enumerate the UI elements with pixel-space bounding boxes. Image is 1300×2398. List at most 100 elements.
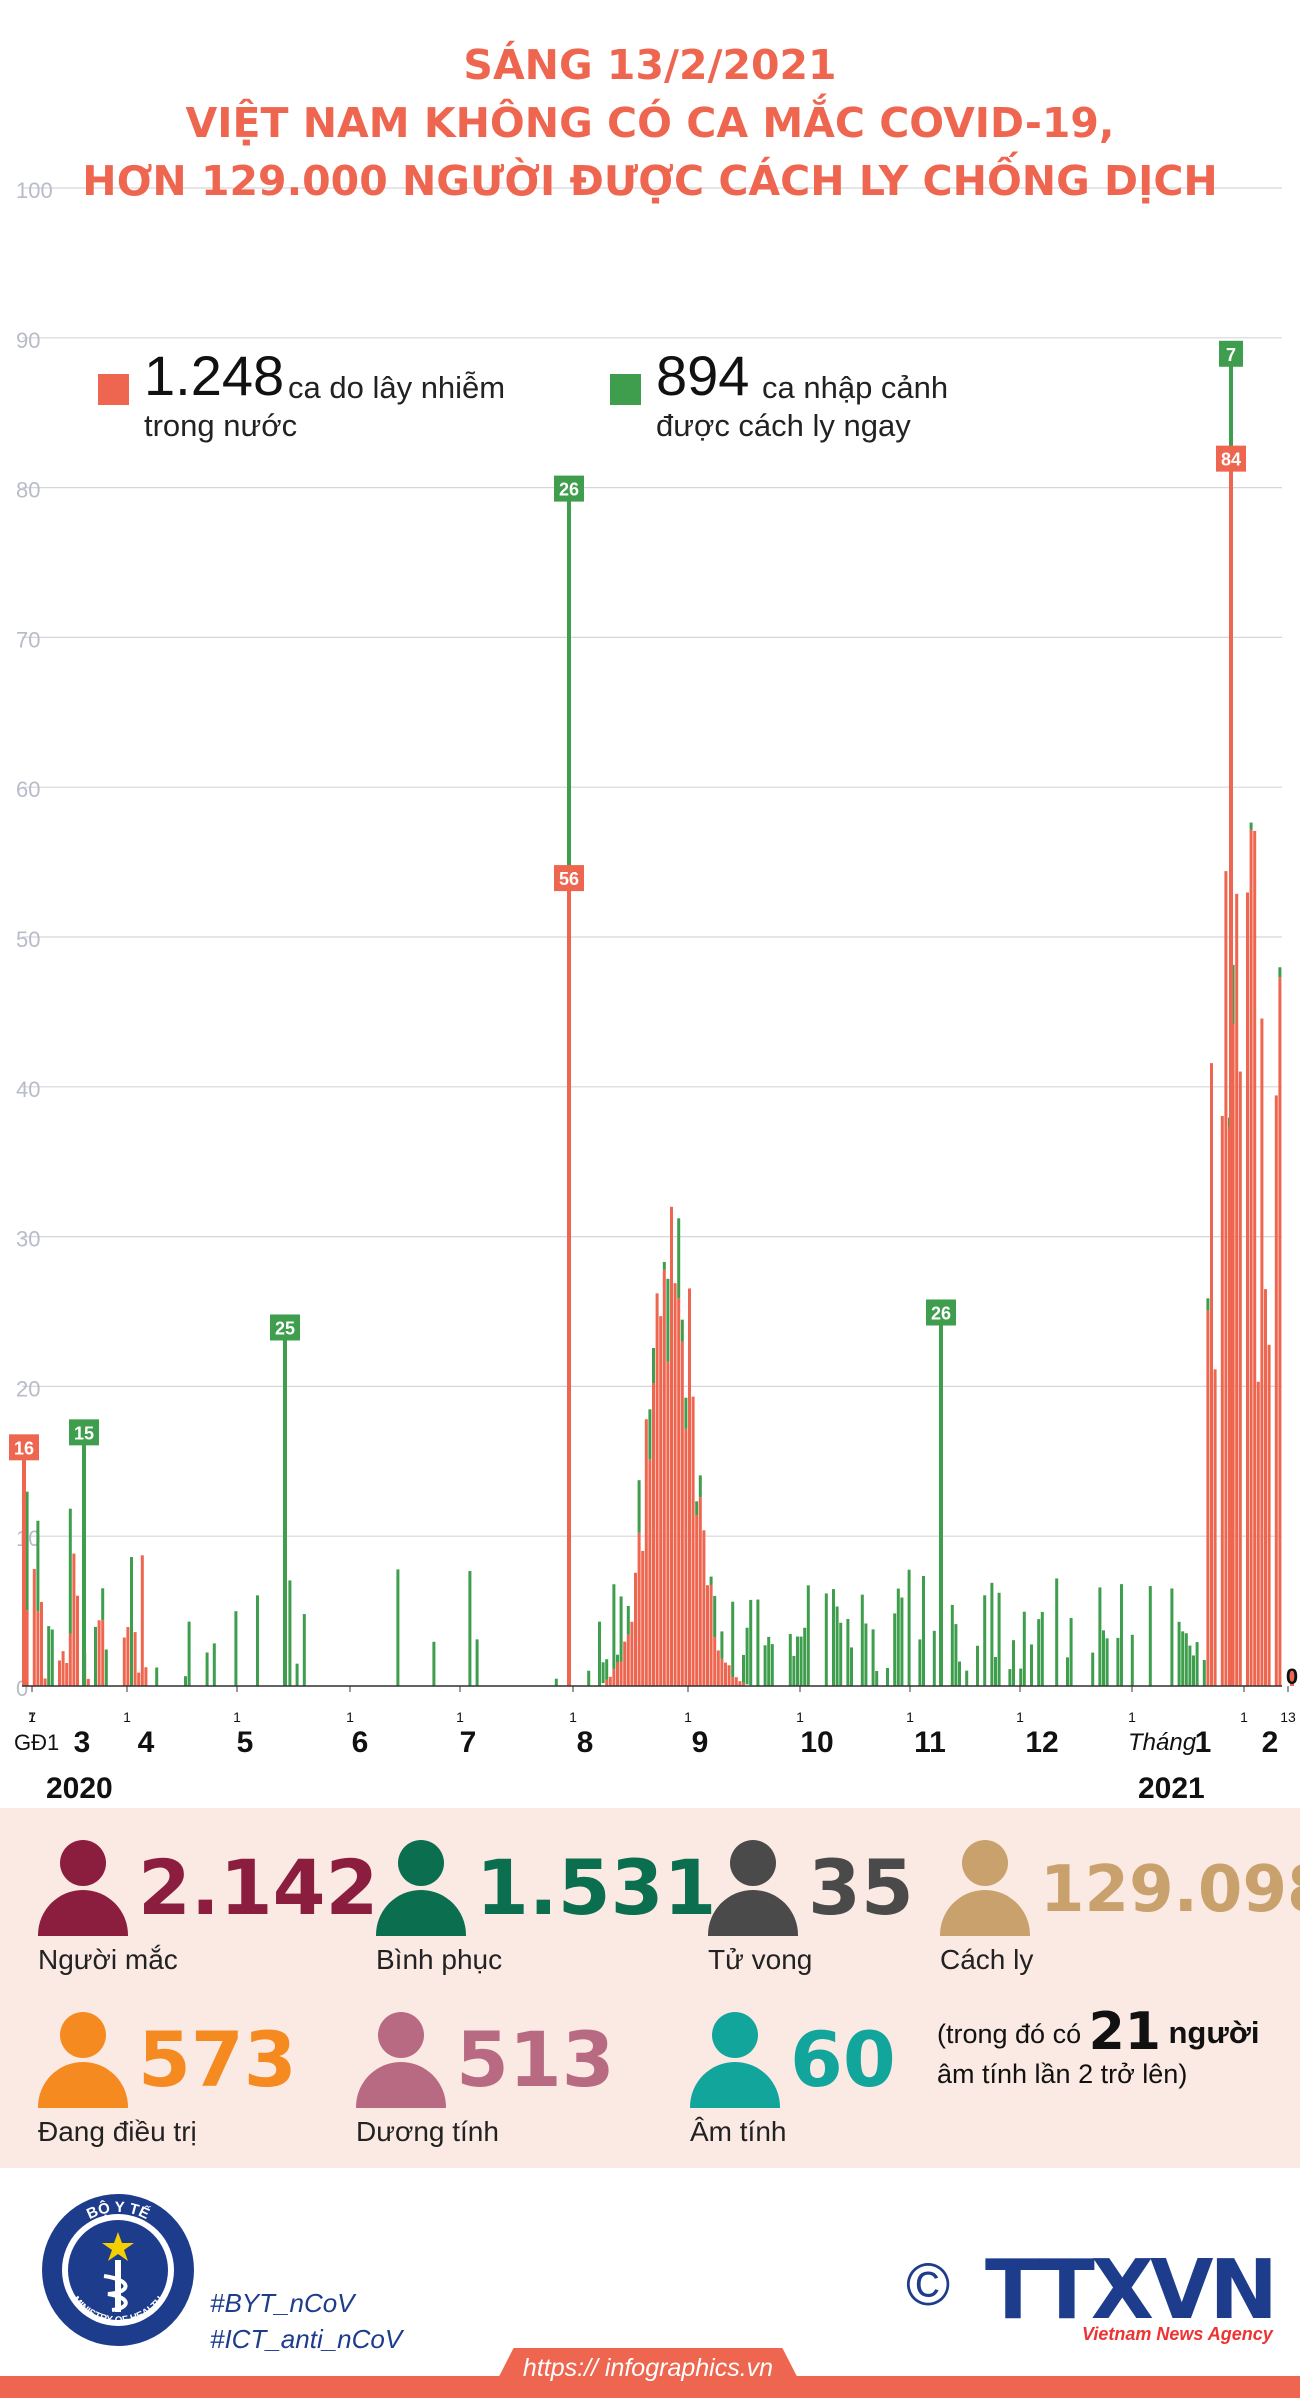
bar-imported [896, 1588, 900, 1686]
day-marker: 1 [796, 1709, 804, 1725]
peak-bar [22, 1446, 26, 1686]
bar-imported [256, 1595, 259, 1686]
bar-domestic [1235, 893, 1239, 1686]
bar-imported [1030, 1644, 1033, 1686]
bar-domestic [68, 1633, 72, 1686]
bar-imported [709, 1576, 713, 1585]
day-marker: 1 [233, 1709, 241, 1725]
stat-dang-dieu-tri-value: 573 [138, 2015, 297, 2104]
day-marker: 1 [1240, 1709, 1248, 1725]
bar-domestic [1253, 830, 1257, 1686]
bar-imported [695, 1501, 699, 1516]
bar-domestic [61, 1651, 65, 1686]
bar-imported [1105, 1638, 1109, 1686]
bar-imported [788, 1634, 792, 1686]
bar-domestic [140, 1555, 144, 1686]
legend-domestic-label-1: ca do lây nhiễm [288, 370, 506, 405]
stat-am-tinh-label: Âm tính [690, 2116, 787, 2147]
bar-imported [958, 1661, 961, 1686]
bar-imported [1192, 1655, 1195, 1686]
year-label-2020: 2020 [46, 1772, 113, 1805]
annotation-label: 26 [559, 480, 579, 500]
note-unit: người [1168, 2015, 1260, 2050]
day-marker: 13 [1280, 1709, 1296, 1725]
bar-imported [1120, 1584, 1123, 1686]
bar-imported [875, 1671, 879, 1686]
bar-domestic [1210, 1063, 1213, 1686]
bar-imported [68, 1508, 72, 1634]
stats-panel [0, 1808, 1300, 2168]
annotation-box [270, 1314, 300, 1341]
y-tick-label: 60 [16, 777, 40, 802]
bar-domestic [652, 1383, 655, 1686]
hashtag-ict[interactable]: #ICT_anti_nCoV [210, 2324, 403, 2354]
bar-imported [997, 1592, 1001, 1686]
bar-imported [1195, 1642, 1199, 1686]
hashtag-byt[interactable]: #BYT_nCoV [210, 2288, 355, 2318]
bar-imported [101, 1588, 105, 1621]
bar-imported [932, 1630, 936, 1686]
bar-imported [130, 1557, 133, 1686]
bar-domestic [605, 1679, 609, 1686]
bar-domestic [727, 1665, 731, 1686]
stat-cach-ly-value: 129.098 [1040, 1853, 1300, 1927]
bar-imported [601, 1662, 605, 1684]
bar-domestic [680, 1341, 684, 1686]
bar-imported [756, 1599, 760, 1686]
bar-domestic [1274, 1095, 1278, 1686]
bar-imported [713, 1595, 717, 1638]
note-line-2: âm tính lần 2 trở lên) [937, 2059, 1188, 2089]
stat-nguoi-mac-label: Người mắc [38, 1944, 178, 1975]
bar-imported [1116, 1637, 1120, 1686]
bar-imported [1278, 967, 1282, 978]
bar-domestic [695, 1515, 699, 1686]
bar-domestic [1260, 1018, 1264, 1686]
bar-domestic [76, 1595, 79, 1686]
bar-imported [1012, 1640, 1015, 1686]
bar-domestic [137, 1672, 141, 1686]
bar-domestic [133, 1632, 137, 1686]
bar-domestic [1220, 1115, 1224, 1686]
agency-subtitle: Vietnam News Agency [1082, 2324, 1273, 2344]
bar-imported [302, 1614, 306, 1686]
bar-imported [731, 1601, 735, 1678]
annotation-box [926, 1299, 956, 1326]
bar-domestic [616, 1662, 619, 1686]
stat-dang-dieu-tri-label: Đang điều trị [38, 2116, 197, 2147]
peak-bar [1229, 457, 1233, 1686]
month-label: 6 [352, 1726, 369, 1759]
bar-imported [742, 1654, 745, 1683]
footer-url[interactable]: https:// infographics.vn [522, 2354, 774, 2382]
y-tick-label: 50 [16, 927, 40, 952]
bar-imported [806, 1585, 810, 1686]
bar-imported [104, 1649, 108, 1686]
bar-imported [666, 1278, 670, 1362]
bar-domestic [716, 1650, 720, 1686]
bar-domestic [1278, 977, 1282, 1686]
bar-imported [616, 1654, 619, 1663]
bar-imported [763, 1645, 767, 1686]
month-label: 9 [692, 1726, 709, 1759]
bar-imported [983, 1595, 987, 1686]
bar-domestic [144, 1667, 148, 1686]
day-marker: 1 [28, 1709, 36, 1725]
bar-imported [184, 1676, 187, 1686]
annotation-box [9, 1434, 39, 1461]
negative-note: (trong đó có 21 người âm tính lần 2 trở … [937, 2006, 1260, 2094]
bar-imported [662, 1261, 666, 1270]
bar-imported [1019, 1668, 1023, 1686]
annotation-label: 0 [1286, 1664, 1298, 1689]
bar-imported [839, 1622, 843, 1686]
bar-imported [976, 1645, 979, 1686]
annotation-box [1216, 445, 1246, 472]
agency-logo: TTXVN [985, 2243, 1278, 2338]
bar-imported [684, 1397, 688, 1429]
bar-imported [770, 1644, 774, 1686]
bar-imported [1184, 1633, 1188, 1686]
bar-imported [749, 1599, 753, 1686]
bar-imported [886, 1667, 889, 1686]
month-label: 5 [237, 1726, 254, 1759]
day-marker: 1 [569, 1709, 577, 1725]
stat-duong-tinh-label: Dương tính [356, 2116, 499, 2147]
legend-imported-swatch [610, 374, 641, 405]
